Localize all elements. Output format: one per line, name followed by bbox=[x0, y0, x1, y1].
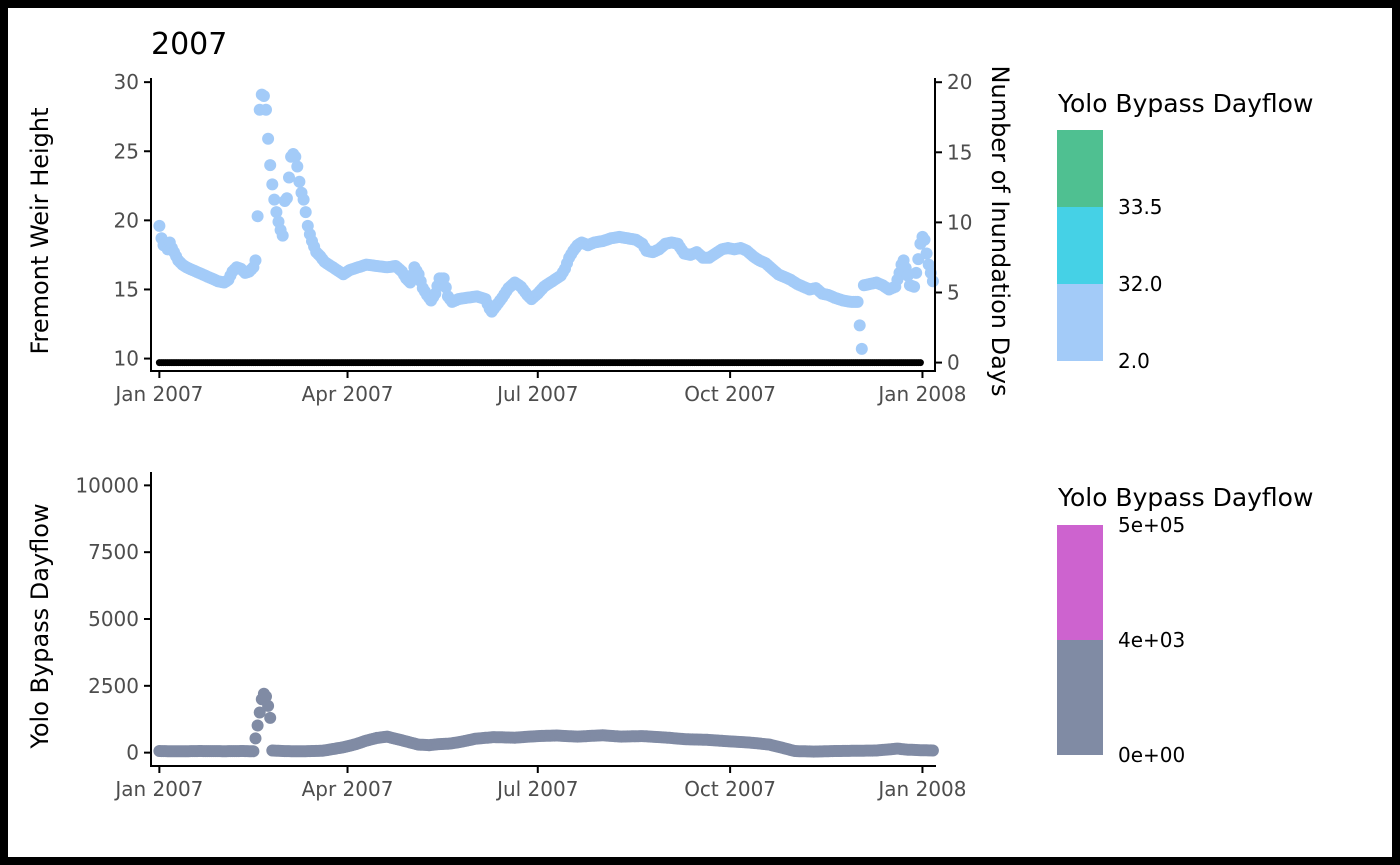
weir-height-point bbox=[299, 206, 312, 219]
axes-top: 10 15 20 25 30 Jan 2007 Apr 2007 Jul 2007 Oct 20… bbox=[113, 70, 972, 406]
top-x-tick-label: Jul 2007 bbox=[495, 382, 578, 406]
legend-label-top: 33.5 bbox=[1118, 195, 1163, 219]
bottom-y-tick-label: 0 bbox=[126, 741, 139, 765]
bottom-x-tick-label: Apr 2007 bbox=[302, 777, 394, 801]
weir-height-point bbox=[270, 206, 283, 219]
chart-figure: 2007 Fremont Weir Height Number of Inund… bbox=[26, 27, 1313, 801]
top-y2-tick-label: 5 bbox=[947, 280, 960, 304]
weir-height-point bbox=[257, 90, 270, 102]
weir-height-point bbox=[264, 159, 277, 172]
weir-height-point bbox=[153, 219, 166, 232]
weir-height-point bbox=[280, 192, 293, 205]
figure: 2007 Fremont Weir Height Number of Inund… bbox=[8, 8, 1392, 857]
top-x-tick-label: Apr 2007 bbox=[302, 382, 394, 406]
top-y-tick-label: 25 bbox=[114, 139, 139, 163]
dayflow-point bbox=[262, 699, 275, 712]
weir-height-point bbox=[293, 175, 306, 188]
dayflow-point bbox=[253, 706, 266, 719]
y-axis-title-left: Fremont Weir Height bbox=[26, 107, 54, 354]
bottom-y-tick-label: 10000 bbox=[75, 473, 139, 497]
legend-label-top: 32.0 bbox=[1118, 272, 1163, 296]
dayflow-points bbox=[153, 687, 939, 758]
inundation-day-point bbox=[916, 359, 924, 367]
weir-height-point bbox=[297, 193, 310, 206]
top-y-tick-label: 20 bbox=[114, 208, 139, 232]
panel-top: 2007 Fremont Weir Height Number of Inund… bbox=[26, 27, 1313, 406]
top-y-tick-label: 10 bbox=[114, 347, 139, 371]
dayflow-point bbox=[260, 690, 272, 703]
bottom-x-tick-label: Jan 2008 bbox=[876, 777, 966, 801]
weir-height-point bbox=[262, 132, 275, 145]
weir-height-point bbox=[853, 319, 866, 332]
legend-title-bottom: Yolo Bypass Dayflow bbox=[1057, 483, 1313, 512]
weir-height-point bbox=[437, 272, 450, 285]
top-x-tick-label: Jan 2008 bbox=[876, 382, 966, 406]
top-y-tick-label: 15 bbox=[114, 277, 139, 301]
y-axis-title-bottom: Yolo Bypass Dayflow bbox=[26, 503, 54, 749]
weir-height-point bbox=[283, 171, 295, 184]
weir-height-point bbox=[926, 275, 939, 288]
axes-bottom: 0 2500 5000 7500 10000 Jan 2007 Apr 2007 Jul 20… bbox=[75, 472, 967, 801]
plot-title: 2007 bbox=[151, 27, 227, 62]
y-axis-title-right: Number of Inundation Days bbox=[986, 66, 1014, 397]
top-y2-tick-label: 0 bbox=[947, 351, 960, 375]
weir-height-point bbox=[276, 229, 289, 242]
top-x-tick-label: Jan 2007 bbox=[113, 382, 203, 406]
bottom-x-tick-label: Jul 2007 bbox=[495, 777, 578, 801]
legend-top: Yolo Bypass Dayflow 2.0 32.0 33.5 bbox=[1057, 89, 1313, 373]
top-x-tick-label: Oct 2007 bbox=[684, 382, 776, 406]
weir-height-point bbox=[920, 247, 933, 260]
legend-bin-top bbox=[1057, 130, 1103, 207]
dayflow-point bbox=[251, 719, 264, 732]
weir-height-point bbox=[908, 280, 921, 293]
legend-label-bottom: 0e+00 bbox=[1118, 743, 1185, 767]
weir-height-point bbox=[918, 233, 931, 246]
bottom-y-tick-label: 5000 bbox=[88, 607, 139, 631]
legend-title-top: Yolo Bypass Dayflow bbox=[1057, 89, 1313, 118]
weir-height-point bbox=[249, 254, 262, 267]
dayflow-point bbox=[926, 744, 939, 757]
legend-bin-bottom bbox=[1057, 525, 1103, 640]
weir-height-point bbox=[291, 160, 304, 173]
weir-height-point bbox=[289, 150, 302, 163]
top-y-tick-label: 30 bbox=[114, 70, 139, 94]
top-y2-tick-label: 10 bbox=[947, 210, 972, 234]
legend-bottom: Yolo Bypass Dayflow 0e+00 4e+03 5e+05 bbox=[1057, 483, 1313, 767]
dayflow-point bbox=[249, 732, 262, 745]
inundation-days-points bbox=[155, 359, 924, 367]
panel-bottom: Yolo Bypass Dayflow 0 2500 5000 7500 10000 Ja… bbox=[26, 472, 1313, 801]
top-y2-tick-label: 15 bbox=[947, 140, 972, 164]
dayflow-point bbox=[264, 711, 277, 724]
bottom-x-tick-label: Jan 2007 bbox=[113, 777, 203, 801]
weir-height-point bbox=[260, 103, 272, 116]
weir-height-point bbox=[910, 266, 923, 279]
weir-height-points bbox=[153, 88, 939, 355]
weir-height-point bbox=[266, 178, 279, 191]
legend-bin-bottom bbox=[1057, 640, 1103, 755]
legend-label-bottom: 4e+03 bbox=[1118, 628, 1185, 652]
legend-label-top: 2.0 bbox=[1118, 349, 1150, 373]
legend-bin-top bbox=[1057, 284, 1103, 361]
dayflow-point bbox=[247, 745, 260, 758]
legend-label-bottom: 5e+05 bbox=[1118, 513, 1185, 537]
weir-height-point bbox=[855, 342, 868, 355]
bottom-x-tick-label: Oct 2007 bbox=[684, 777, 776, 801]
weir-height-point bbox=[251, 210, 264, 223]
bottom-y-tick-label: 7500 bbox=[88, 540, 139, 564]
weir-height-point bbox=[268, 193, 281, 206]
weir-height-point bbox=[851, 295, 864, 308]
legend-bin-top bbox=[1057, 207, 1103, 284]
bottom-y-tick-label: 2500 bbox=[88, 674, 139, 698]
top-y2-tick-label: 20 bbox=[947, 70, 972, 94]
weir-height-point bbox=[439, 281, 452, 294]
